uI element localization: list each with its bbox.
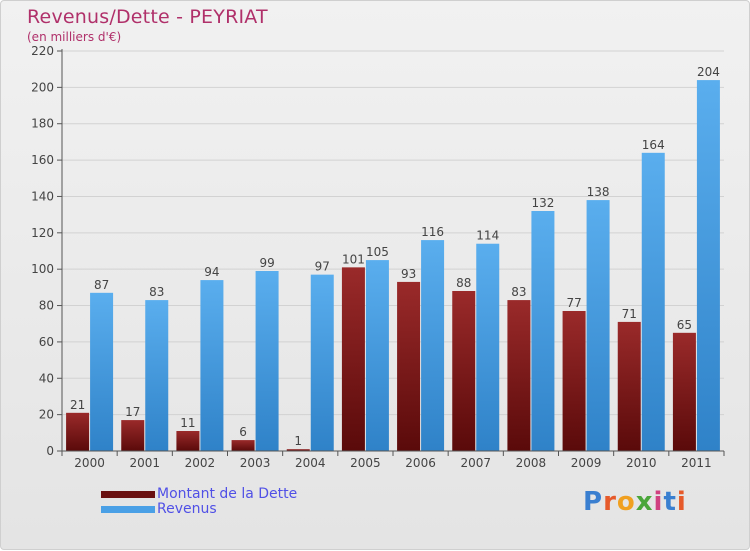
data-label-revenus: 204 <box>697 65 720 79</box>
data-label-dette: 1 <box>294 434 302 448</box>
x-tick-label: 2001 <box>129 456 160 470</box>
y-tick-label: 120 <box>31 226 54 240</box>
y-tick-label: 180 <box>31 117 54 131</box>
data-label-dette: 71 <box>622 307 637 321</box>
data-label-revenus: 164 <box>642 138 665 152</box>
bar-dette <box>341 267 365 451</box>
x-tick-label: 2003 <box>240 456 271 470</box>
data-label-revenus: 138 <box>587 185 610 199</box>
logo-letter: x <box>635 487 654 517</box>
bar-dette <box>176 431 200 451</box>
logo-letter: P <box>583 487 604 517</box>
bar-dette <box>562 311 586 451</box>
x-tick-label: 2008 <box>516 456 547 470</box>
bar-revenus <box>255 271 279 451</box>
data-label-revenus: 83 <box>149 285 164 299</box>
bar-revenus <box>90 292 114 451</box>
y-tick-label: 160 <box>31 153 54 167</box>
chart-subtitle: (en milliers d'€) <box>27 30 122 44</box>
logo-letter: r <box>603 487 617 517</box>
data-label-revenus: 87 <box>94 278 109 292</box>
data-label-dette: 6 <box>239 425 247 439</box>
bar-revenus <box>200 280 224 451</box>
logo-letter: i <box>653 487 664 517</box>
y-tick-label: 220 <box>31 44 54 58</box>
y-tick-label: 60 <box>39 335 54 349</box>
y-tick-label: 200 <box>31 80 54 94</box>
data-label-revenus: 132 <box>531 196 554 210</box>
bar-revenus <box>476 243 500 451</box>
data-label-revenus: 116 <box>421 225 444 239</box>
legend-swatch-dette <box>101 491 155 498</box>
x-tick-label: 2007 <box>460 456 491 470</box>
data-label-dette: 21 <box>70 398 85 412</box>
bar-dette <box>617 321 641 451</box>
bar-dette <box>231 440 255 451</box>
legend-label-revenus: Revenus <box>157 501 217 517</box>
y-tick-label: 80 <box>39 299 54 313</box>
bar-dette <box>286 449 310 451</box>
legend-item-revenus: Revenus <box>101 502 297 517</box>
chart-title: Revenus/Dette - PEYRIAT <box>27 6 268 28</box>
bar-revenus <box>310 274 334 451</box>
x-tick-label: 2002 <box>185 456 216 470</box>
bar-dette <box>452 291 476 451</box>
data-label-revenus: 97 <box>315 260 330 274</box>
data-label-revenus: 99 <box>259 256 274 270</box>
legend-item-dette: Montant de la Dette <box>101 487 297 502</box>
bar-revenus <box>145 300 169 451</box>
y-tick-label: 40 <box>39 371 54 385</box>
bar-revenus <box>365 260 389 451</box>
bar-dette <box>121 420 145 451</box>
data-label-dette: 88 <box>456 276 471 290</box>
x-tick-label: 2006 <box>405 456 436 470</box>
data-label-dette: 11 <box>180 416 195 430</box>
legend-label-dette: Montant de la Dette <box>157 486 298 502</box>
bar-dette <box>672 332 696 451</box>
data-label-dette: 77 <box>566 296 581 310</box>
data-label-dette: 17 <box>125 405 140 419</box>
bar-revenus <box>421 240 445 451</box>
x-tick-label: 2011 <box>681 456 712 470</box>
data-label-revenus: 94 <box>204 265 219 279</box>
logo-letter: o <box>616 487 636 517</box>
data-label-dette: 101 <box>342 252 365 266</box>
proxiti-logo: Proxiti <box>583 487 687 517</box>
bar-dette <box>507 300 531 451</box>
x-tick-label: 2004 <box>295 456 326 470</box>
data-label-dette: 65 <box>677 318 692 332</box>
bar-revenus <box>696 80 720 451</box>
logo-letter: t <box>663 487 677 517</box>
legend-swatch-revenus <box>101 506 155 513</box>
bar-dette <box>397 281 421 451</box>
data-label-revenus: 114 <box>476 229 499 243</box>
y-tick-label: 0 <box>46 444 54 458</box>
bar-revenus <box>641 152 665 451</box>
legend: Montant de la Dette Revenus <box>101 487 297 517</box>
bar-revenus <box>586 200 610 451</box>
bar-revenus <box>531 211 555 451</box>
bar-dette <box>66 412 90 451</box>
data-label-dette: 83 <box>511 285 526 299</box>
x-tick-label: 2009 <box>571 456 602 470</box>
x-tick-label: 2000 <box>74 456 105 470</box>
data-label-dette: 93 <box>401 267 416 281</box>
data-label-revenus: 105 <box>366 245 389 259</box>
logo-letter: i <box>676 487 687 517</box>
x-tick-label: 2010 <box>626 456 657 470</box>
y-tick-label: 140 <box>31 189 54 203</box>
x-tick-label: 2005 <box>350 456 381 470</box>
y-tick-label: 100 <box>31 262 54 276</box>
y-tick-label: 20 <box>39 408 54 422</box>
